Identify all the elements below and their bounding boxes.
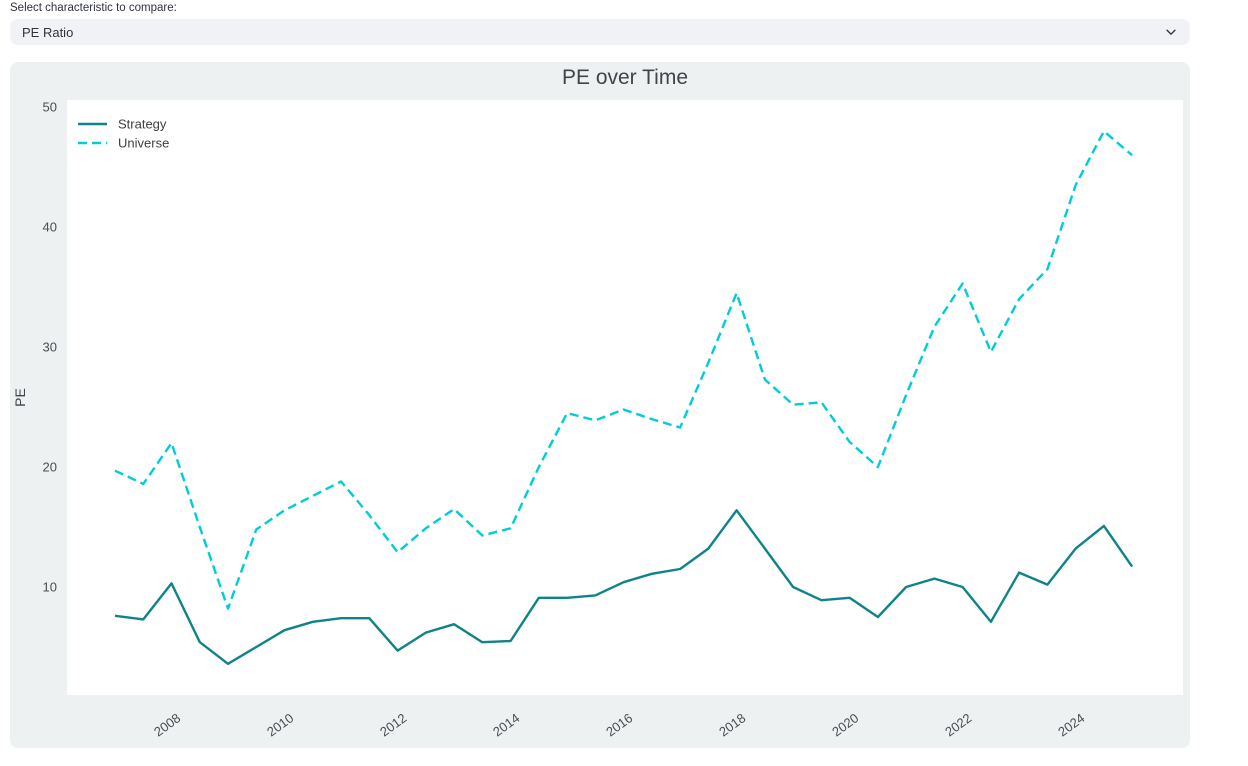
y-tick-label: 50 xyxy=(43,100,57,115)
y-tick-label: 20 xyxy=(43,460,57,475)
chevron-down-icon xyxy=(1166,29,1176,35)
x-tick-label: 2016 xyxy=(603,710,635,739)
x-tick-label: 2024 xyxy=(1055,710,1087,739)
legend-item-universe[interactable]: Universe xyxy=(78,136,169,151)
y-tick-label: 40 xyxy=(43,220,57,235)
x-tick-label: 2020 xyxy=(829,710,861,739)
characteristic-select[interactable]: PE Ratio xyxy=(10,19,1190,45)
x-tick-label: 2018 xyxy=(716,710,748,739)
x-tick-label: 2014 xyxy=(490,710,522,739)
series-line-universe[interactable] xyxy=(114,129,1133,610)
x-tick-label: 2010 xyxy=(264,710,296,739)
plot-area xyxy=(67,100,1183,695)
legend-label-strategy: Strategy xyxy=(118,117,167,132)
x-tick-label: 2008 xyxy=(151,710,183,739)
y-axis-label: PE xyxy=(12,388,28,407)
y-tick-label: 10 xyxy=(43,580,57,595)
legend-label-universe: Universe xyxy=(118,136,169,151)
y-tick-label: 30 xyxy=(43,340,57,355)
select-value: PE Ratio xyxy=(22,24,74,40)
chart-card: PE over Time PE 10 20 30 40 50 2008 2010 2012 2014… xyxy=(10,62,1190,748)
chart-title: PE over Time xyxy=(562,66,688,89)
legend-item-strategy[interactable]: Strategy xyxy=(78,117,167,132)
x-tick-label: 2012 xyxy=(377,710,409,739)
pe-chart[interactable]: PE over Time PE 10 20 30 40 50 2008 2010 2012 2014… xyxy=(10,62,1190,748)
x-tick-label: 2022 xyxy=(942,710,974,739)
series-line-strategy[interactable] xyxy=(114,509,1134,665)
select-label: Select characteristic to compare: xyxy=(10,2,177,14)
